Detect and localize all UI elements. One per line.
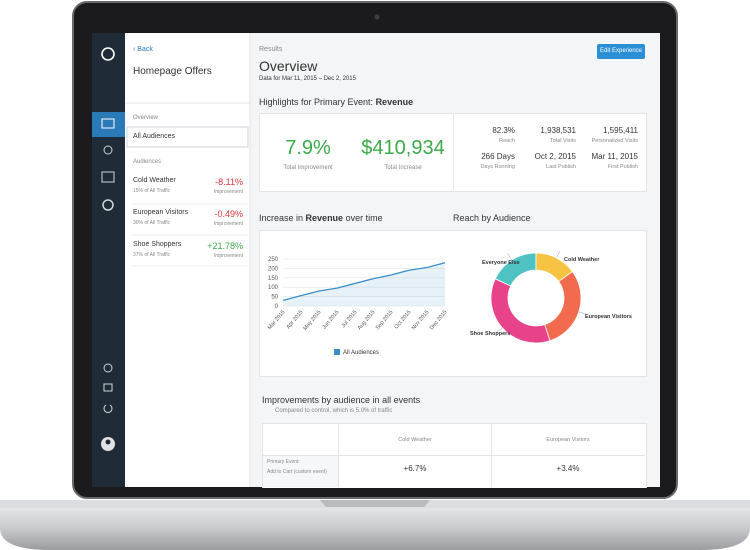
cell-value: +6.7% [403, 464, 427, 473]
text: Highlights for Primary Event: [259, 97, 374, 107]
divider [453, 114, 454, 190]
x-tick-label: Mar 2015 [267, 309, 287, 331]
x-tick-label: Jun 2015 [321, 309, 340, 330]
divider [263, 455, 645, 456]
cell-value: +3.4% [556, 464, 580, 473]
table-subtitle: Compared to control, which is 5.0% of tr… [275, 408, 393, 414]
donut-slice [494, 252, 537, 287]
page-title: Overview [259, 58, 318, 74]
audience-change-label: Improvement [213, 253, 243, 259]
audience-name: Cold Weather [133, 177, 176, 184]
stat-value: 1,595,411 [603, 126, 638, 135]
divider [338, 424, 339, 487]
y-tick-label: 100 [268, 285, 279, 291]
stat-value: Oct 2, 2015 [534, 152, 576, 161]
text: Increase in [259, 213, 304, 223]
donut-slice [544, 270, 582, 342]
x-tick-label: Aug 2015 [357, 309, 377, 331]
selected-item[interactable]: All Audiences [133, 133, 176, 140]
x-tick-label: Sep 2015 [375, 309, 395, 331]
section-label: Overview [133, 115, 159, 121]
charts-card [259, 230, 647, 377]
audience-change: +21.78% [207, 241, 243, 251]
big-number: 7.9% [285, 137, 331, 159]
leader-line [578, 311, 587, 315]
stat-value: 1,938,531 [540, 126, 576, 135]
slice-label: Cold Weather [564, 257, 600, 263]
slice-label: European Visitors [585, 314, 632, 320]
stat-label: Personalized Visits [591, 138, 638, 144]
x-tick-label: May 2015 [302, 309, 322, 331]
legend-label: All Audiences [343, 350, 379, 356]
line-area [283, 262, 445, 306]
donut-slice [490, 278, 551, 344]
y-tick-label: 250 [268, 257, 279, 263]
stat-label: First Publish [607, 164, 638, 170]
audience-change: -0.49% [214, 209, 243, 219]
column-header: European Visitors [546, 437, 590, 443]
stat-label: Total Visits [549, 138, 576, 144]
stat-value: Mar 11, 2015 [591, 152, 638, 161]
slice-label: Shoe Shoppers [470, 331, 510, 337]
row-detail: Add to Cart (custom event) [267, 469, 327, 475]
section-label: Audiences [133, 159, 162, 165]
date-range: Data for Mar 11, 2015 – Dec 2, 2015 [259, 76, 356, 82]
x-tick-label: Nov 2015 [411, 309, 431, 331]
audience-change: -8.11% [215, 177, 243, 187]
leader-line [556, 250, 561, 259]
slice-label: Everyone Else [482, 260, 520, 266]
section-label: Results [259, 46, 283, 53]
stat-value: 82.3% [492, 126, 515, 135]
chart-title: Reach by Audience [453, 213, 531, 223]
audience-name: European Visitors [133, 209, 189, 216]
leader-line [496, 327, 503, 334]
audience-traffic: 30% of All Traffic [133, 220, 171, 226]
text: Revenue [305, 213, 344, 223]
back-link[interactable]: ‹ Back [133, 46, 153, 53]
legend-swatch [334, 349, 340, 355]
sidebar-title: Homepage Offers [133, 66, 212, 77]
divider [491, 424, 492, 487]
x-tick-label: Apr 2015 [286, 309, 305, 330]
x-tick-label: Dec 2015 [429, 309, 449, 331]
row-event: Primary Event: [267, 459, 300, 465]
big-number: $410,934 [361, 137, 445, 159]
stat-label: Last Publish [546, 164, 576, 170]
audience-change-label: Improvement [213, 189, 243, 195]
stat-label: Days Running [480, 164, 515, 170]
x-tick-label: Jul 2015 [341, 309, 359, 329]
audience-traffic: 37% of All Traffic [133, 252, 171, 258]
column-header: Cold Weather [398, 437, 432, 443]
highlights-heading: Highlights for Primary Event: Revenue [259, 97, 413, 107]
y-tick-label: 150 [268, 276, 279, 282]
y-tick-label: 0 [275, 304, 279, 310]
y-tick-label: 200 [268, 266, 279, 272]
y-tick-label: 50 [271, 295, 278, 301]
stat-label: Reach [499, 138, 515, 144]
text: Revenue [375, 97, 414, 107]
audience-change-label: Improvement [213, 221, 243, 227]
stat-value: 266 Days [481, 152, 515, 161]
row-head [263, 455, 338, 487]
audience-name: Shoe Shoppers [133, 241, 182, 248]
leader-line [507, 253, 513, 261]
chart-title: Increase in Revenue over time [259, 213, 383, 223]
big-label: Total Increase [384, 165, 422, 171]
edit-button[interactable]: Edit Experience [597, 44, 645, 59]
table-title: Improvements by audience in all events [262, 395, 421, 405]
x-tick-label: Oct 2015 [394, 309, 413, 330]
big-label: Total Improvement [283, 165, 333, 171]
line [282, 262, 446, 301]
text: over time [345, 213, 383, 223]
audience-traffic: 15% of All Traffic [133, 188, 171, 194]
